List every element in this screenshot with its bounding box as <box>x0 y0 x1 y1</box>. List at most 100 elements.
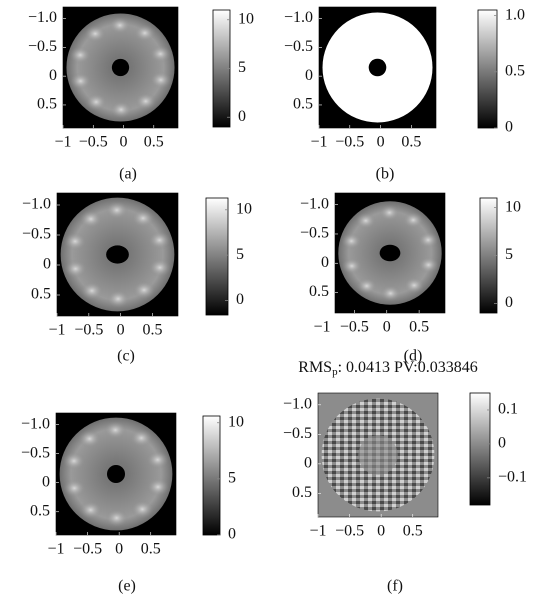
y-tick-label: −0.5 <box>283 425 312 442</box>
colorbar-tick-label: 5 <box>236 246 244 263</box>
lobe <box>69 46 92 64</box>
x-tick-label: 0 <box>377 523 385 540</box>
lobe <box>105 508 128 528</box>
image-frame <box>317 392 439 518</box>
lobe <box>402 211 424 229</box>
caption: (d) <box>404 348 423 365</box>
colorbar-tick-label: 0.5 <box>505 62 525 79</box>
lobe <box>63 479 86 498</box>
y-tick-label: 0.5 <box>309 283 329 300</box>
x-tick-label: −0.5 <box>74 322 103 339</box>
x-tick-label: 0.5 <box>403 523 423 540</box>
colorbar-tick-label: 0 <box>238 108 246 125</box>
colorbar-tick-label: 5 <box>238 59 246 76</box>
x-tick-label: 0 <box>383 319 391 336</box>
colorbar-tick-label: 5 <box>228 470 236 487</box>
x-tick-label: 0.5 <box>144 134 164 151</box>
colorbar-tick-label: 10 <box>505 198 521 215</box>
lobe <box>403 277 425 294</box>
y-tick-label: −1.0 <box>283 395 312 412</box>
x-tick-label: −1 <box>47 541 64 558</box>
y-tick-label: 0 <box>304 455 312 472</box>
image-frame <box>55 412 177 536</box>
colorbar-tick-label: −0.1 <box>498 469 527 486</box>
lobe <box>105 201 129 220</box>
x-tick-label: −1 <box>309 523 326 540</box>
lobe <box>64 259 87 278</box>
lobe <box>149 45 172 63</box>
lobe <box>341 257 363 275</box>
lobe <box>132 280 156 300</box>
lobe <box>148 231 171 250</box>
x-tick-label: 0.5 <box>143 322 163 339</box>
caption: (f) <box>387 578 403 595</box>
x-tick-label: −0.5 <box>79 134 108 151</box>
lobe <box>146 450 169 469</box>
image-frame <box>56 192 179 317</box>
colorbar-tick-label: 0 <box>505 119 513 136</box>
title-text: RMS <box>298 359 332 376</box>
y-tick-label: −0.5 <box>300 225 329 242</box>
x-tick-label: −0.5 <box>335 134 364 151</box>
y-tick-label: 0 <box>321 254 329 271</box>
lobe <box>80 281 104 300</box>
y-tick-label: 0.5 <box>37 96 57 113</box>
colorbar <box>202 415 221 536</box>
x-tick-label: 0 <box>115 541 123 558</box>
title-rest: : 0.0413 PV:0.033846 <box>338 359 478 376</box>
lobe <box>109 16 131 34</box>
x-tick-label: 0.5 <box>409 319 429 336</box>
x-tick-label: 0 <box>377 134 385 151</box>
y-tick-label: 0.5 <box>293 96 313 113</box>
y-tick-label: 0 <box>49 67 57 84</box>
lobe <box>69 72 92 90</box>
lobe <box>133 24 156 42</box>
y-tick-label: 0.5 <box>31 286 51 303</box>
y-tick-label: −1.0 <box>284 9 313 26</box>
colorbar-tick-label: 10 <box>228 413 244 430</box>
x-tick-label: −0.5 <box>340 319 369 336</box>
y-tick-label: −0.5 <box>22 226 51 243</box>
lobe <box>79 500 102 519</box>
lobe <box>79 209 103 229</box>
lobe <box>418 256 439 274</box>
colorbar <box>477 9 498 129</box>
x-tick-label: 0.5 <box>401 134 421 151</box>
x-tick-label: −0.5 <box>335 523 364 540</box>
colorbar-tick-label: 5 <box>505 246 513 263</box>
aperture-center <box>358 435 398 475</box>
colorbar-tick-label: 0 <box>505 294 513 311</box>
colorbar <box>205 197 229 316</box>
lobe <box>78 429 101 448</box>
y-tick-label: 0 <box>305 67 313 84</box>
y-tick-label: −0.5 <box>284 38 313 55</box>
caption: (b) <box>376 166 395 183</box>
colorbar-tick-label: 0 <box>236 291 244 308</box>
lobe <box>106 289 130 308</box>
colorbar-tick-label: 0 <box>228 526 236 543</box>
lobe <box>380 285 401 302</box>
title-subscript: p <box>332 366 338 378</box>
lobe <box>131 209 155 228</box>
lobe <box>341 232 362 250</box>
x-tick-label: 0 <box>117 322 125 339</box>
image-frame <box>334 192 446 314</box>
x-tick-label: −0.5 <box>73 541 102 558</box>
lobe <box>130 429 153 448</box>
caption: (a) <box>119 166 137 183</box>
x-tick-label: −1 <box>310 134 327 151</box>
caption: (c) <box>117 348 135 365</box>
x-tick-label: −1 <box>54 134 71 151</box>
lobe <box>63 232 87 251</box>
colorbar-tick-label: 0.1 <box>498 401 518 418</box>
lobe <box>84 25 107 43</box>
y-tick-label: −1.0 <box>21 415 50 432</box>
colorbar <box>469 392 491 506</box>
image-frame <box>62 6 179 129</box>
lobe <box>146 477 170 497</box>
colorbar-tick-label: 1.0 <box>505 6 525 23</box>
lobe <box>417 231 439 249</box>
obscuration <box>111 58 130 77</box>
lobe <box>104 420 127 440</box>
